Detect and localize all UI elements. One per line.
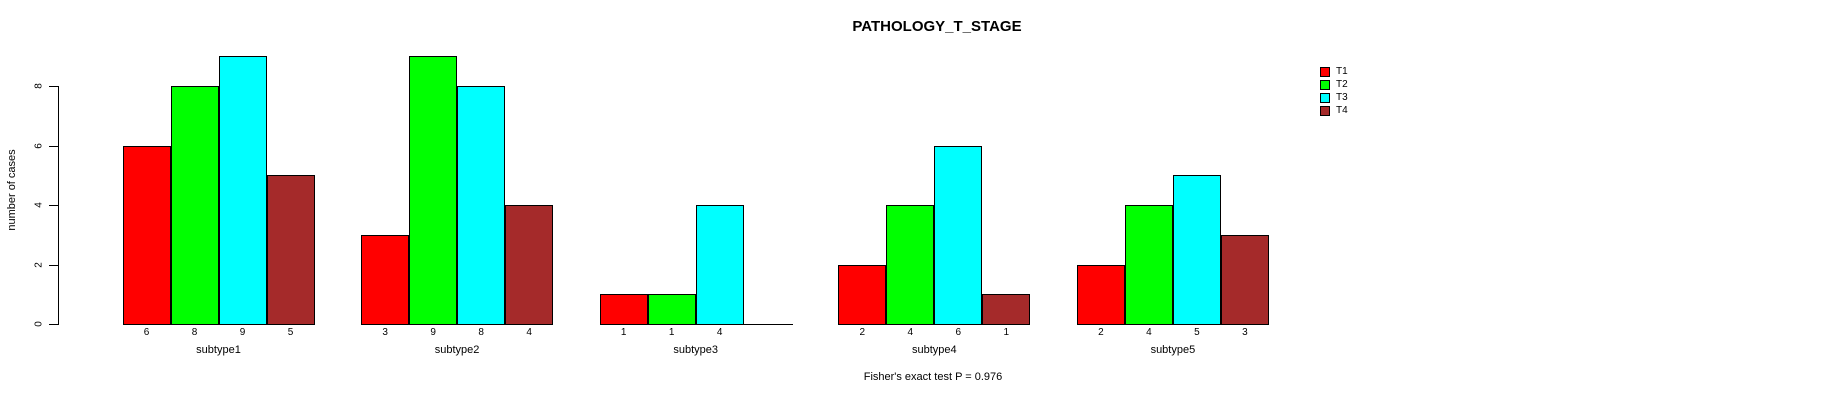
- category-label: subtype1: [196, 344, 241, 356]
- y-tick-label: 6: [33, 142, 45, 149]
- bar: [982, 294, 1031, 325]
- y-axis-tick: [49, 145, 58, 147]
- bar: [599, 294, 648, 325]
- legend-swatch: [1320, 79, 1330, 90]
- legend-item: T3: [1320, 91, 1348, 104]
- bar-value-label: 5: [1194, 327, 1200, 338]
- y-tick-label: 2: [33, 261, 45, 268]
- bar-value-label: 2: [1098, 327, 1104, 338]
- bar: [1076, 264, 1125, 325]
- category-label: subtype5: [1150, 344, 1196, 356]
- bar-value-label: 4: [907, 327, 914, 338]
- bar-value-label: 9: [430, 327, 436, 338]
- legend-swatch: [1320, 66, 1330, 77]
- bar: [934, 145, 983, 325]
- bar: [457, 86, 506, 325]
- category-label: subtype4: [911, 344, 957, 356]
- bar-value-label: 1: [620, 327, 627, 338]
- y-axis-tick: [49, 86, 58, 87]
- legend: T1 T2 T3 T4: [1320, 65, 1348, 117]
- y-tick-label: 0: [33, 321, 45, 327]
- y-tick-label: 8: [33, 83, 45, 89]
- bar-value-label: 1: [668, 327, 675, 338]
- caption-fisher-test: Fisher's exact test P = 0.976: [863, 371, 1003, 383]
- bar-value-label: 3: [1242, 327, 1248, 338]
- legend-swatch: [1320, 105, 1330, 116]
- bar: [266, 175, 315, 325]
- y-axis-label: number of cases: [6, 149, 18, 231]
- bar-value-label: 1: [1003, 327, 1010, 338]
- legend-swatch: [1320, 92, 1330, 103]
- bar: [838, 264, 887, 325]
- legend-item: T4: [1320, 104, 1348, 117]
- y-axis-tick: [49, 264, 58, 266]
- bar-value-label: 6: [955, 327, 962, 338]
- legend-item-label: T3: [1336, 92, 1348, 103]
- bar: [122, 145, 171, 325]
- bar-value-label: 8: [191, 327, 198, 338]
- bar-value-label: 3: [382, 327, 388, 338]
- y-tick-label: 4: [33, 202, 45, 208]
- bar: [1172, 175, 1221, 325]
- bar-value-label: 2: [859, 327, 866, 338]
- bar-value-label: 4: [526, 327, 532, 338]
- legend-item-label: T1: [1336, 66, 1348, 77]
- bar: [505, 205, 554, 325]
- bar: [886, 205, 935, 325]
- y-axis-line: [58, 86, 59, 325]
- legend-item-label: T4: [1336, 105, 1348, 116]
- bar: [170, 86, 219, 325]
- bar-value-label: 5: [287, 327, 294, 338]
- category-label: subtype3: [673, 344, 719, 356]
- bar: [1220, 234, 1269, 325]
- bar-value-label: 6: [143, 327, 150, 338]
- legend-item: T1: [1320, 65, 1348, 78]
- bar-value-label: 4: [1146, 327, 1152, 338]
- bar-value-label: 9: [239, 327, 246, 338]
- bar: [361, 234, 410, 325]
- bar: [695, 205, 744, 325]
- bar-value-label: 4: [716, 327, 723, 338]
- bar: [1124, 205, 1173, 325]
- legend-item-label: T2: [1336, 79, 1348, 90]
- y-axis-tick: [49, 205, 58, 206]
- category-label: subtype2: [434, 344, 480, 356]
- bar: [647, 294, 696, 325]
- bar: [409, 56, 458, 325]
- bar: [218, 56, 267, 325]
- y-axis-tick: [49, 324, 58, 325]
- legend-item: T2: [1320, 78, 1348, 91]
- bar: [743, 324, 793, 325]
- bar-value-label: 8: [478, 327, 484, 338]
- chart-title: PATHOLOGY_T_STAGE: [852, 18, 1022, 35]
